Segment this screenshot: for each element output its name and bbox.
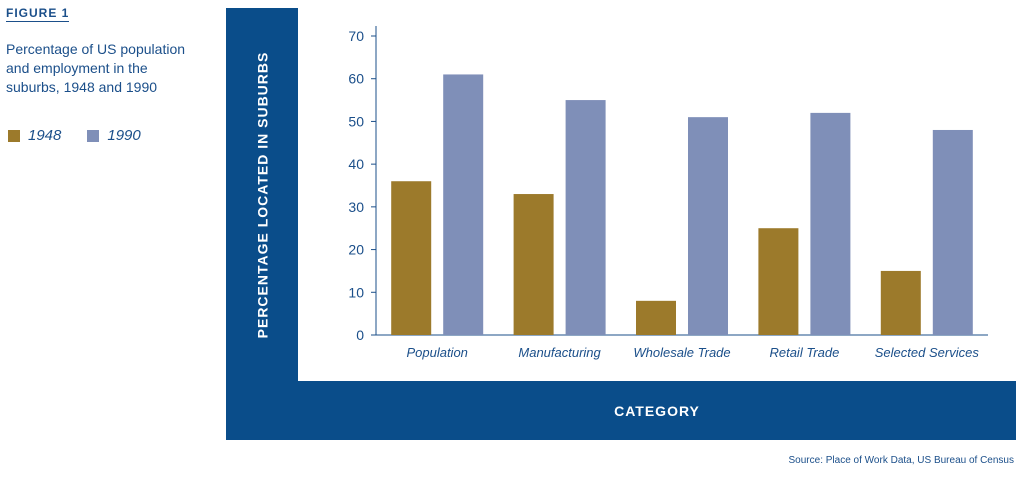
bar-1948-2 bbox=[636, 300, 676, 335]
y-tick-label: 40 bbox=[348, 156, 364, 172]
legend-label-1990: 1990 bbox=[107, 127, 141, 144]
y-tick-label: 10 bbox=[348, 284, 364, 300]
bar-1948-0 bbox=[391, 181, 432, 335]
bar-1990-0 bbox=[443, 74, 484, 335]
x-axis-title: CATEGORY bbox=[614, 402, 700, 419]
legend-item-1990: 1990 bbox=[87, 127, 141, 144]
figure-label: FIGURE 1 bbox=[6, 6, 70, 22]
y-tick-label: 70 bbox=[348, 28, 364, 44]
legend-swatch-1948 bbox=[8, 129, 20, 142]
x-tick-label: Manufacturing bbox=[518, 345, 601, 360]
y-tick-label: 20 bbox=[348, 242, 364, 258]
bar-1990-1 bbox=[565, 100, 606, 335]
bar-1948-1 bbox=[513, 194, 554, 335]
bar-1948-3 bbox=[758, 228, 799, 335]
plot-area: 0 10 20 30 40 50 60 70 Population Manufacturing Wh… bbox=[298, 8, 1016, 381]
x-tick-label: Population bbox=[406, 345, 467, 360]
x-tick-label: Selected Services bbox=[875, 345, 980, 360]
source-note: Source: Place of Work Data, US Bureau of… bbox=[788, 455, 1014, 466]
legend-item-1948: 1948 bbox=[8, 127, 61, 144]
x-tick-label: Retail Trade bbox=[769, 345, 839, 360]
legend: 1948 1990 bbox=[8, 127, 141, 144]
y-axis-title-box: PERCENTAGE LOCATED IN SUBURBS bbox=[242, 8, 282, 381]
legend-label-1948: 1948 bbox=[28, 127, 62, 144]
bar-1990-4 bbox=[932, 129, 973, 335]
y-axis-title: PERCENTAGE LOCATED IN SUBURBS bbox=[254, 51, 270, 338]
y-tick-label: 0 bbox=[356, 327, 364, 343]
y-tick-label: 50 bbox=[348, 113, 364, 129]
bar-1990-3 bbox=[810, 112, 851, 335]
y-tick-label: 60 bbox=[348, 71, 364, 87]
bar-1948-4 bbox=[880, 270, 921, 335]
bar-1990-2 bbox=[688, 117, 728, 336]
y-tick-label: 30 bbox=[348, 199, 364, 215]
legend-swatch-1990 bbox=[87, 129, 100, 142]
chart-frame: PERCENTAGE LOCATED IN SUBURBS 0 10 20 30 40 5… bbox=[226, 8, 1016, 440]
bar-chart: 0 10 20 30 40 50 60 70 Population Manufacturing Wh… bbox=[348, 26, 988, 360]
figure-caption: Percentage of US population and employme… bbox=[6, 41, 186, 95]
x-tick-label: Wholesale Trade bbox=[633, 345, 730, 360]
